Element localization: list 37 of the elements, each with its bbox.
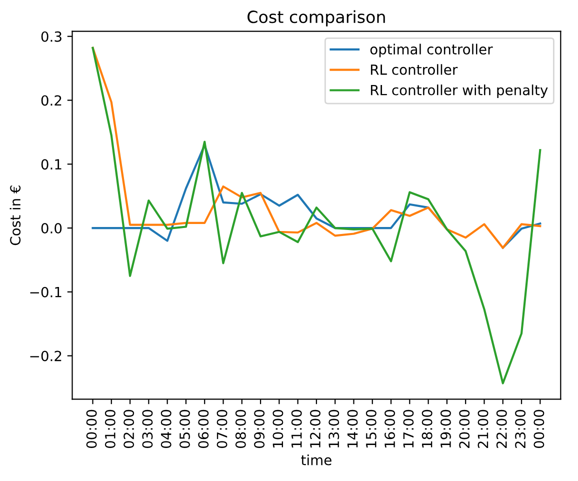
x-tick-label: 08:00 — [235, 410, 246, 448]
x-tick-label: 13:00 — [328, 410, 340, 448]
x-tick-label: 21:00 — [478, 410, 488, 448]
y-tick-label: 0.0 — [41, 222, 62, 234]
y-tick-label: −0.1 — [30, 286, 62, 298]
x-axis-title: time — [301, 454, 332, 466]
y-tick-label: −0.2 — [30, 350, 62, 362]
y-axis-title: Cost in € — [10, 186, 21, 246]
x-tick-label: 00:00 — [534, 410, 544, 448]
x-tick-label: 09:00 — [254, 410, 265, 448]
x-tick-label: 00:00 — [86, 410, 97, 448]
x-tick-label: 10:00 — [272, 410, 284, 448]
x-tick-label: 02:00 — [124, 410, 134, 448]
x-tick-label: 12:00 — [310, 410, 320, 448]
x-tick-label: 15:00 — [366, 410, 376, 448]
x-tick-label: 06:00 — [198, 410, 209, 448]
legend-label: RL controller with penalty — [370, 84, 548, 98]
x-tick-label: 23:00 — [515, 410, 526, 448]
x-tick-label: 22:00 — [496, 410, 507, 448]
x-tick-label: 01:00 — [104, 410, 116, 448]
legend-label: RL controller — [370, 64, 458, 75]
x-tick-label: 18:00 — [422, 410, 432, 448]
chart-title: Cost comparison — [248, 10, 385, 26]
x-tick-label: 03:00 — [142, 410, 153, 448]
x-tick-label: 19:00 — [440, 410, 451, 448]
x-tick-label: 04:00 — [160, 410, 172, 448]
x-tick-label: 16:00 — [384, 410, 396, 448]
y-tick-label: 0.1 — [41, 159, 62, 170]
x-tick-label: 05:00 — [179, 410, 190, 448]
x-tick-label: 07:00 — [216, 410, 228, 448]
x-tick-label: 17:00 — [403, 410, 414, 448]
x-tick-label: 20:00 — [459, 410, 470, 448]
y-tick-label: 0.3 — [41, 31, 62, 42]
y-tick-label: 0.2 — [41, 95, 62, 106]
legend-label: optimal controller — [370, 44, 493, 58]
x-tick-label: 14:00 — [347, 410, 358, 448]
x-tick-label: 11:00 — [291, 410, 302, 448]
